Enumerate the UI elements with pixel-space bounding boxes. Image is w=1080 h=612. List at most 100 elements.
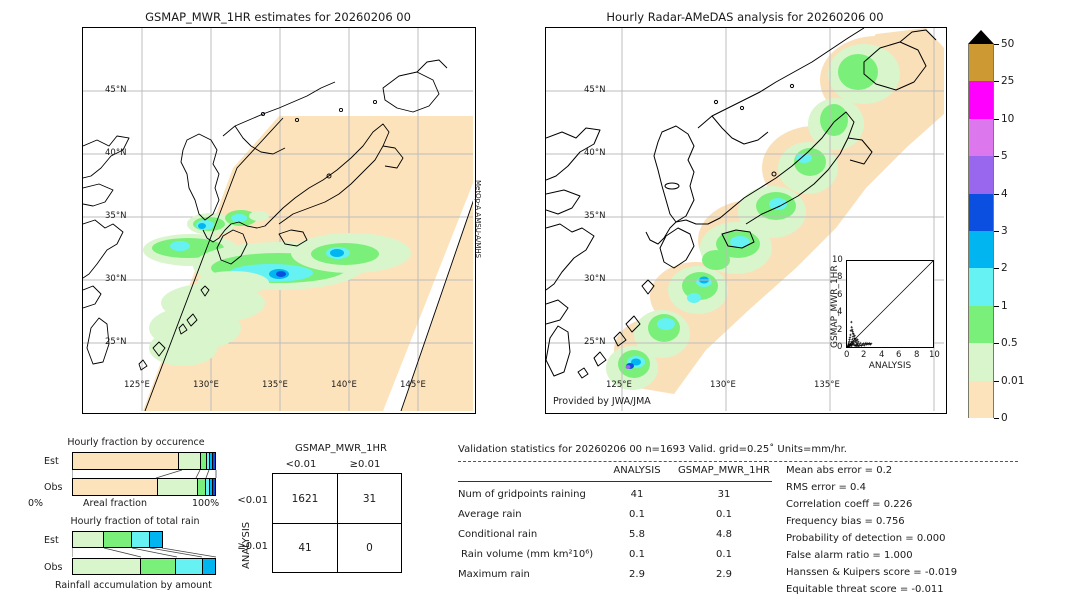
colorbar-label-10: 10 [1001,112,1015,125]
colorbar-tick-10 [994,118,999,120]
scatter-x-tick-6: 6 [896,350,902,360]
colorbar-segment-1 [968,305,994,344]
validation-col-header-analysis: ANALYSIS [613,465,661,476]
scatter-x-axis-label: ANALYSIS [868,361,912,371]
validation-row-gsmap-3: 0.1 [716,549,732,560]
colorbar-label-2: 2 [1001,262,1008,275]
right-lat-label-30: 30°N [584,274,606,284]
accumulation-bar-est[interactable] [72,531,163,548]
validation-row-analysis-4: 2.9 [629,569,645,580]
colorbar-label-25: 25 [1001,75,1015,88]
accumulation-chart-title: Hourly fraction of total rain [70,516,200,527]
bar-segment [73,453,180,469]
colorbar-label-50: 50 [1001,38,1015,50]
right-lat-label-40: 40°N [584,148,606,158]
accumulation-axis-label: Rainfall accumulation by amount [55,580,212,591]
scatter-y-tick-8: 8 [837,272,843,282]
metric-rms-error: RMS error = 0.4 [786,482,866,493]
accumulation-row-label-obs: Obs [44,562,63,573]
right-map-panel[interactable]: 45°N 40°N 35°N 30°N 25°N 125°E 130°E 135… [545,27,947,414]
validation-row-label-0: Num of gridpoints raining [458,489,586,500]
bar-segment [198,479,206,495]
accumulation-bar-obs[interactable] [72,558,216,575]
scatter-y-tick-10: 10 [832,255,843,265]
left-lon-label-130: 130°E [193,380,219,390]
left-lon-label-135: 135°E [262,380,288,390]
colorbar-segment-0.01 [968,380,994,418]
left-lat-label-40: 40°N [105,148,127,158]
occurrence-axis-label: Areal fraction [83,498,148,509]
scatter-plot-svg [847,261,933,347]
bar-segment [205,479,210,495]
validation-column-rule [458,481,772,482]
occurrence-bar-est[interactable] [72,452,216,470]
contingency-row-axis-label: ANALYSIS [241,521,252,569]
bar-segment [131,532,150,547]
colorbar-segment-25 [968,81,994,119]
left-lon-label-140: 140°E [331,380,357,390]
metric-correlation-coeff: Correlation coeff = 0.226 [786,499,913,510]
validation-row-label-4: Maximum rain [458,569,530,580]
bar-segment [202,559,215,574]
validation-col-header-gsmap: GSMAP_MWR_1HR [678,465,770,476]
colorbar-tick-1 [994,305,999,307]
bar-segment [210,453,213,469]
contingency-title: GSMAP_MWR_1HR [295,443,387,454]
accumulation-row-label-est: Est [44,535,59,546]
occurrence-axis-max: 100% [192,498,220,509]
bar-segment [179,453,202,469]
colorbar-tick-4 [994,193,999,195]
colorbar[interactable]: 50 25 10 5 4 3 2 1 0.5 0.01 0 [968,30,1058,424]
metric-frequency-bias: Frequency bias = 0.756 [786,516,905,527]
scatter-x-tick-10: 10 [929,350,940,360]
metric-equitable-threat-score: Equitable threat score = -0.011 [786,584,944,595]
left-lat-label-30: 30°N [105,274,127,284]
colorbar-tick-0 [994,418,999,419]
validation-row-label-2: Conditional rain [458,529,538,540]
colorbar-label-1: 1 [1001,299,1008,312]
scatter-y-tick-4: 4 [837,307,843,317]
metric-false-alarm-ratio: False alarm ratio = 1.000 [786,550,913,561]
scatter-inset-panel[interactable] [846,260,934,348]
left-map-panel[interactable]: 45°N 40°N 35°N 30°N 25°N 125°E 130°E 135… [82,27,476,414]
right-lat-label-25: 25°N [584,337,606,347]
contingency-row-header-lt: <0.01 [237,495,268,506]
scatter-y-tick-0: 0 [837,342,843,352]
metric-mean-abs-error: Mean abs error = 0.2 [786,465,893,476]
validation-row-analysis-3: 0.1 [629,549,645,560]
bar-segment [73,479,158,495]
bar-segment [201,453,207,469]
left-lon-label-125: 125°E [124,380,150,390]
colorbar-segment-2 [968,268,994,306]
left-map-title: GSMAP_MWR_1HR estimates for 20260206 00 [145,10,411,24]
occurrence-row-label-obs: Obs [44,482,63,493]
colorbar-segment-50 [968,44,994,82]
colorbar-segment-0.5 [968,343,994,381]
validation-row-analysis-1: 0.1 [629,509,645,520]
validation-row-gsmap-4: 2.9 [716,569,732,580]
colorbar-label-4: 4 [1001,187,1008,200]
bar-segment [206,453,211,469]
bar-segment [73,559,141,574]
occurrence-row-label-est: Est [44,456,59,467]
contingency-row-header-ge: ≥0.01 [237,541,268,552]
contingency-grid[interactable]: 1621 31 41 0 [272,473,402,573]
validation-row-gsmap-2: 4.8 [716,529,732,540]
contingency-col-header-ge: ≥0.01 [349,459,381,470]
colorbar-tick-0.5 [994,343,999,345]
right-lon-label-125: 125°E [606,380,632,390]
colorbar-label-5: 5 [1001,150,1008,163]
bar-segment [149,532,162,547]
contingency-cell-false-alarm: 31 [337,474,401,523]
colorbar-over-arrow [968,30,994,44]
validation-row-analysis-2: 5.8 [629,529,645,540]
scatter-y-tick-2: 2 [837,325,843,335]
scatter-x-tick-0: 0 [844,350,850,360]
occurrence-bar-obs[interactable] [72,478,216,496]
bar-segment [157,479,199,495]
contingency-cell-hit-none: 1621 [291,492,319,505]
right-lat-label-45: 45°N [584,85,606,95]
satellite-sensor-label: MetOp-A AMSU-A/MHS [474,180,483,259]
left-lat-label-45: 45°N [105,85,127,95]
colorbar-label-0.01: 0.01 [1001,374,1025,387]
